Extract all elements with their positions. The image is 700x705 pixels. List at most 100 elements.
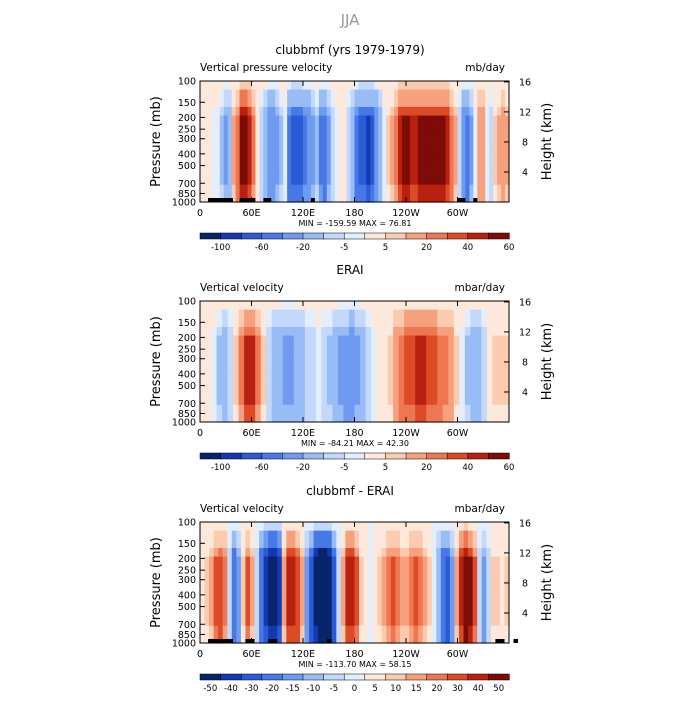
heat-cell <box>259 522 265 532</box>
heat-cell <box>254 573 260 584</box>
heat-cell <box>350 167 356 177</box>
heat-cell <box>481 625 487 635</box>
heat-cell <box>295 539 301 549</box>
heat-cell <box>489 141 494 151</box>
heat-cell <box>275 193 280 203</box>
heat-cell <box>218 625 224 635</box>
heat-cell <box>505 176 510 186</box>
heat-cell <box>304 573 310 584</box>
heat-cell <box>377 530 383 540</box>
heat-cell <box>249 530 256 540</box>
heat-cell <box>314 81 320 91</box>
colorbar-swatch <box>385 452 407 460</box>
heat-cell <box>227 522 233 532</box>
heat-cell <box>366 150 371 160</box>
heat-cell <box>425 89 431 99</box>
heat-cell <box>394 89 399 99</box>
heat-cell <box>310 98 316 108</box>
heat-cell <box>431 344 438 354</box>
heat-cell <box>251 176 257 186</box>
heat-cell <box>222 608 228 618</box>
heat-cell <box>436 591 442 601</box>
heat-cell <box>459 413 466 423</box>
heat-cell <box>404 344 411 354</box>
heat-cell <box>227 608 233 618</box>
colorbar-label: 50 <box>493 684 504 694</box>
heat-cell <box>409 556 415 566</box>
heat-cell <box>245 634 251 644</box>
heat-cell <box>306 176 312 186</box>
heat-cell <box>330 158 336 169</box>
heat-cell <box>283 167 288 177</box>
heat-cell <box>318 98 324 108</box>
heat-cell <box>268 599 274 610</box>
heat-cell <box>334 124 340 134</box>
heat-cell <box>398 158 403 169</box>
heat-cell <box>417 158 423 169</box>
heat-cell <box>459 370 466 380</box>
heat-cell <box>386 608 392 618</box>
heat-cell <box>354 387 361 397</box>
y2-tick-label: 4 <box>522 608 528 619</box>
heat-cell <box>398 396 405 406</box>
heat-cell <box>393 326 400 337</box>
heat-cell <box>486 522 492 532</box>
heat-cell <box>501 141 506 151</box>
heat-cell <box>249 378 256 389</box>
heat-cell <box>249 396 256 406</box>
heat-cell <box>406 158 411 169</box>
heat-cell <box>413 573 419 584</box>
heat-cell <box>449 132 455 143</box>
panel-title: clubbmf (yrs 1979-1979) <box>275 43 424 57</box>
heat-cell <box>254 608 260 618</box>
heat-cell <box>299 547 306 558</box>
heat-cell <box>425 167 431 177</box>
heat-cell <box>336 591 342 601</box>
heat-cell <box>211 193 217 203</box>
heat-cell <box>293 309 300 319</box>
heat-cell <box>304 591 310 601</box>
heat-cell <box>374 124 379 134</box>
heat-cell <box>310 335 317 345</box>
heat-cell <box>205 387 212 397</box>
heat-cell <box>421 98 427 108</box>
heat-cell <box>459 573 465 584</box>
heat-cell <box>489 167 494 177</box>
heat-cell <box>336 522 342 532</box>
heat-cell <box>259 573 265 584</box>
heat-cell <box>457 193 463 203</box>
heat-cell <box>215 184 221 194</box>
heat-cell <box>215 106 221 117</box>
heat-cell <box>219 98 225 108</box>
heat-cell <box>209 617 215 627</box>
heat-cell <box>437 326 444 337</box>
heat-cell <box>437 352 444 363</box>
colorbar-swatch <box>199 452 222 460</box>
heat-cell <box>255 344 262 354</box>
heat-cell <box>304 318 311 328</box>
heat-cell <box>365 335 372 345</box>
heat-cell <box>387 344 394 354</box>
heat-cell <box>472 573 478 584</box>
heat-cell <box>231 167 237 177</box>
colorbar-swatch <box>261 673 284 681</box>
heat-cell <box>377 556 383 566</box>
heat-cell <box>481 301 488 311</box>
heat-cell <box>490 617 496 627</box>
heat-cell <box>499 634 506 644</box>
heat-cell <box>348 404 356 414</box>
heat-cell <box>240 530 247 540</box>
heat-cell <box>245 539 251 549</box>
heat-cell <box>219 158 225 169</box>
heat-cell <box>468 582 474 592</box>
heat-cell <box>204 539 210 549</box>
heat-cell <box>459 634 465 644</box>
heat-cell <box>485 106 490 117</box>
heat-cell <box>465 150 470 160</box>
heat-cell <box>445 582 451 592</box>
heat-cell <box>233 309 240 319</box>
heat-cell <box>255 404 262 414</box>
heat-cell <box>477 89 482 99</box>
heat-cell <box>350 115 356 125</box>
heat-cell <box>340 556 347 566</box>
